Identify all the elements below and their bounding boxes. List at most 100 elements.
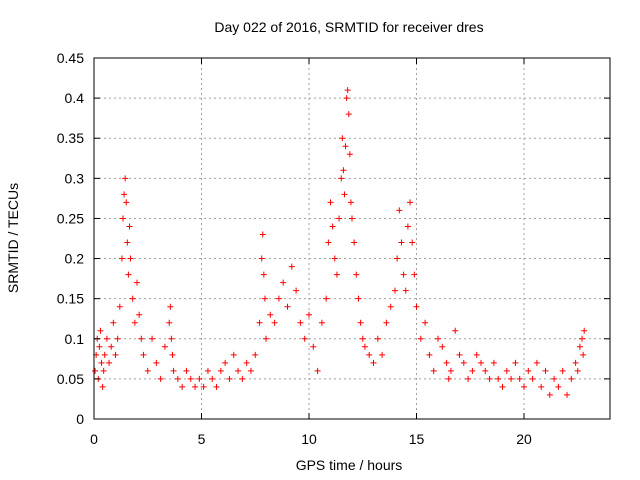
data-point xyxy=(301,335,308,342)
data-point xyxy=(394,255,401,262)
data-point xyxy=(166,319,173,326)
axis-ticks: 0 5 10 15 20 0 0.05 0.1 0.15 0.2 0.25 0.3 0.35 0.4 0.4… xyxy=(57,50,610,447)
data-point xyxy=(347,199,354,206)
data-point xyxy=(325,239,332,246)
data-point xyxy=(383,319,390,326)
data-point xyxy=(271,319,278,326)
data-point xyxy=(460,359,467,366)
data-point xyxy=(243,359,250,366)
data-point xyxy=(400,271,407,278)
plot-frame xyxy=(93,57,611,420)
data-point xyxy=(439,343,446,350)
data-point xyxy=(101,351,108,358)
y-tick-label: 0.45 xyxy=(57,50,84,66)
data-point xyxy=(168,335,175,342)
data-point xyxy=(261,295,268,302)
data-point xyxy=(404,223,411,230)
data-point xyxy=(443,359,450,366)
data-point xyxy=(123,199,130,206)
data-point xyxy=(310,343,317,350)
data-point xyxy=(247,367,254,374)
data-point xyxy=(349,215,355,222)
data-point xyxy=(125,271,132,278)
data-point xyxy=(538,383,545,390)
data-point xyxy=(568,375,575,382)
data-point xyxy=(402,287,409,294)
data-point xyxy=(114,335,121,342)
data-point xyxy=(499,383,506,390)
data-point xyxy=(387,303,394,310)
data-point xyxy=(293,287,300,294)
data-point xyxy=(357,319,364,326)
data-point xyxy=(169,351,176,358)
data-point xyxy=(226,375,233,382)
data-point xyxy=(445,375,452,382)
y-tick-label: 0.4 xyxy=(65,90,85,106)
data-point xyxy=(187,375,194,382)
data-point xyxy=(338,175,345,182)
data-point xyxy=(426,351,433,358)
data-point xyxy=(331,255,338,262)
data-point xyxy=(259,231,266,238)
data-point xyxy=(280,279,287,286)
data-point xyxy=(98,359,105,366)
y-axis-title: SRMTID / TECUs xyxy=(5,183,21,293)
data-point xyxy=(542,367,549,374)
data-point xyxy=(161,343,168,350)
data-point xyxy=(340,167,347,174)
data-point xyxy=(361,343,368,350)
data-point xyxy=(529,375,536,382)
data-point xyxy=(126,223,133,230)
data-point xyxy=(106,359,113,366)
data-point xyxy=(204,367,211,374)
data-point xyxy=(314,367,321,374)
y-tick-label: 0.2 xyxy=(65,251,85,267)
data-point xyxy=(551,375,558,382)
data-point xyxy=(564,391,570,398)
data-point xyxy=(230,351,237,358)
data-point xyxy=(351,239,358,246)
data-point xyxy=(167,303,174,310)
data-point xyxy=(179,383,186,390)
data-point xyxy=(546,391,553,398)
data-point xyxy=(192,383,199,390)
data-point xyxy=(559,367,566,374)
data-point xyxy=(97,327,104,334)
data-point xyxy=(127,255,134,262)
data-point xyxy=(473,351,480,358)
data-point xyxy=(260,271,267,278)
data-point xyxy=(110,319,117,326)
data-point xyxy=(92,367,99,374)
data-point xyxy=(288,263,295,270)
data-point xyxy=(103,335,110,342)
data-point xyxy=(336,215,343,222)
data-point xyxy=(333,271,340,278)
data-point xyxy=(508,375,515,382)
data-point xyxy=(99,383,106,390)
data-point xyxy=(327,199,334,206)
data-point xyxy=(398,239,405,246)
data-point xyxy=(452,327,459,334)
data-point xyxy=(572,359,579,366)
data-point xyxy=(581,327,588,334)
y-tick-label: 0 xyxy=(76,411,84,427)
data-point xyxy=(256,319,263,326)
data-point xyxy=(465,375,472,382)
data-point xyxy=(417,335,424,342)
data-point xyxy=(512,359,519,366)
data-point xyxy=(118,255,125,262)
data-point xyxy=(213,383,220,390)
data-point xyxy=(284,303,291,310)
data-point xyxy=(478,359,484,366)
data-point xyxy=(235,367,242,374)
data-point xyxy=(435,335,441,342)
x-tick-label: 20 xyxy=(516,431,532,447)
data-point xyxy=(344,87,351,94)
data-point xyxy=(140,351,147,358)
y-tick-label: 0.25 xyxy=(57,210,84,226)
data-point xyxy=(136,311,143,318)
x-tick-label: 15 xyxy=(409,431,425,447)
y-tick-label: 0.15 xyxy=(57,291,84,307)
